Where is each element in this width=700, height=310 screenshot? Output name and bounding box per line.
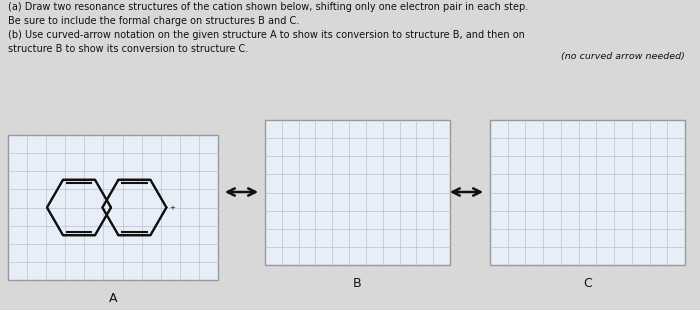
Text: B: B xyxy=(354,277,362,290)
Text: +: + xyxy=(169,206,175,211)
Text: A: A xyxy=(108,292,118,305)
Text: (a) Draw two resonance structures of the cation shown below, shifting only one e: (a) Draw two resonance structures of the… xyxy=(8,2,528,26)
Bar xyxy=(490,120,685,265)
Text: C: C xyxy=(583,277,592,290)
Bar xyxy=(265,120,450,265)
Bar xyxy=(8,135,218,280)
Text: (b) Use curved-arrow notation on the given structure A to show its conversion to: (b) Use curved-arrow notation on the giv… xyxy=(8,30,525,54)
Text: (no curved arrow needed): (no curved arrow needed) xyxy=(561,52,685,61)
